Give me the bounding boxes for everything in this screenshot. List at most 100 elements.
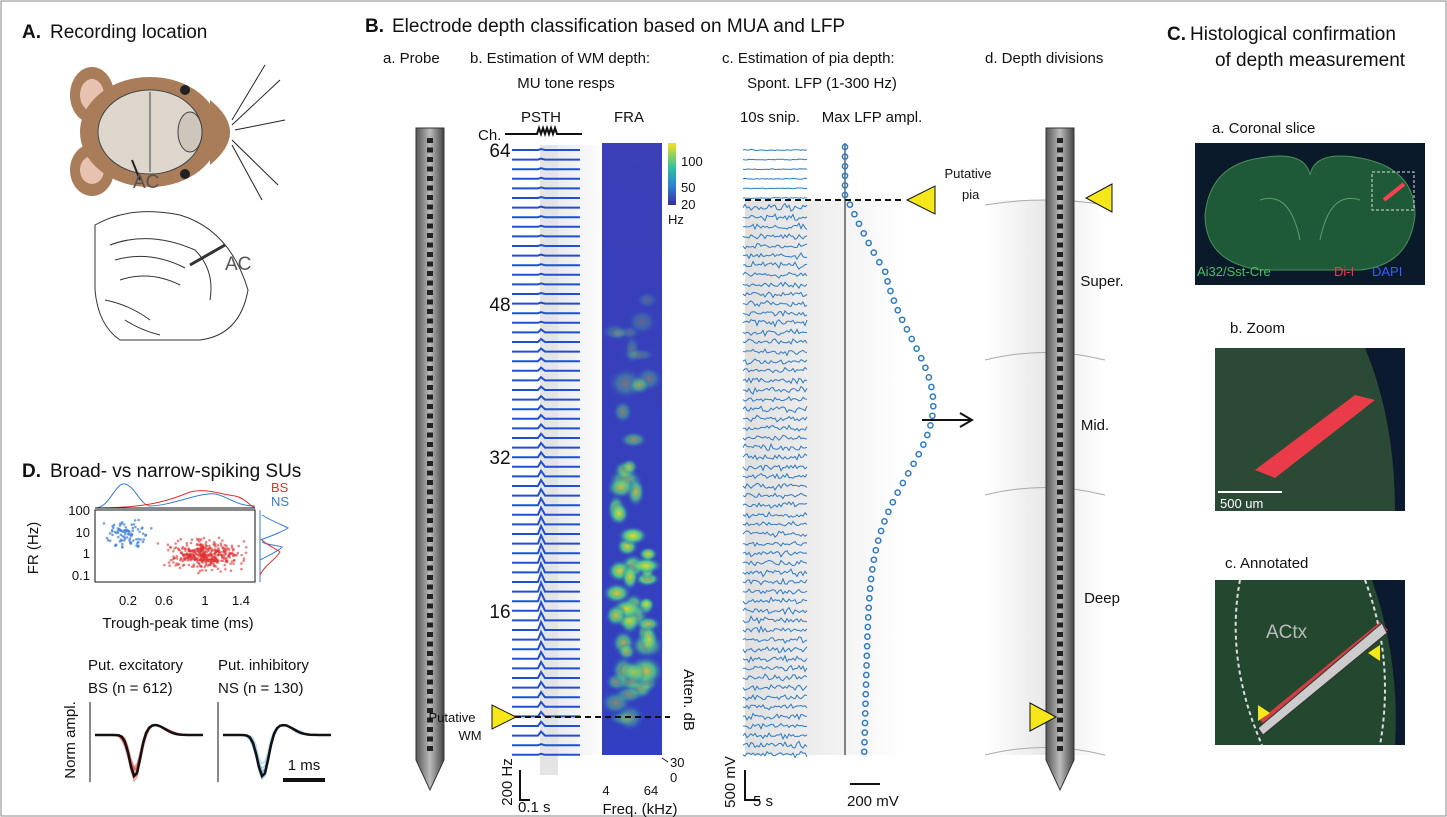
scatter-point [231, 551, 234, 555]
division-label: Deep [1084, 590, 1120, 607]
lfp-dot [865, 594, 873, 602]
scatter-point [242, 540, 246, 543]
scatter-point [142, 538, 145, 541]
lfp-trace [742, 319, 808, 328]
image-title: c. Annotated [1225, 555, 1308, 572]
marker-triangle [1029, 702, 1058, 732]
scatter-point [118, 522, 122, 526]
scatter-point [214, 560, 218, 563]
probe-site [427, 594, 433, 599]
psth-trace [512, 320, 580, 324]
scatter-point [124, 531, 127, 534]
lfp-dot [867, 575, 875, 583]
tick [661, 757, 669, 763]
scatter-point [121, 542, 124, 546]
probe-site [427, 366, 433, 371]
scatter-point [219, 559, 223, 563]
psth-trace [512, 639, 580, 651]
lfp-trace [742, 654, 808, 664]
scatter-point [219, 570, 222, 573]
fra-blob [609, 327, 628, 340]
scatter-point [190, 565, 194, 568]
panel-title: of depth measurement [1215, 50, 1406, 71]
scatter-point [230, 544, 234, 548]
probe-site [427, 318, 433, 324]
probe-site [1057, 641, 1063, 647]
scatter-point [199, 564, 202, 568]
scatter-point [212, 540, 216, 544]
lfp-dot [861, 719, 869, 727]
probe-site [1057, 356, 1063, 362]
scatter-point [227, 554, 230, 558]
panel-title: Recording location [50, 22, 207, 43]
waveform [95, 724, 203, 779]
psth-traces [512, 147, 580, 756]
lfp-trace [742, 577, 808, 586]
scatter-point [181, 545, 185, 549]
lfp-dot [870, 249, 878, 256]
scatter-point [119, 533, 123, 536]
psth-trace [512, 570, 580, 583]
lfp-dot [864, 633, 871, 640]
scatter-point [200, 554, 203, 558]
waveform [95, 723, 203, 779]
scatter-point [216, 553, 219, 557]
fra-blob [606, 476, 636, 499]
subpanel-title: d. Depth divisions [985, 50, 1103, 67]
waveform [95, 724, 203, 773]
probe-site [427, 622, 433, 628]
lfp-trace [742, 366, 808, 374]
coronal-slice-image [1195, 143, 1425, 285]
lfp-trace [742, 158, 808, 161]
image-title: a. Coronal slice [1212, 120, 1315, 137]
scale-bar [744, 770, 760, 801]
probe-site [427, 660, 433, 666]
scatter-point [204, 540, 208, 544]
lfp-dot [841, 172, 849, 180]
lfp-trace [742, 740, 808, 749]
lfp-trace [742, 625, 808, 634]
scale-label: 1 ms [288, 757, 321, 774]
scatter-point [136, 528, 140, 531]
probe-site [427, 413, 433, 419]
probe-site [1057, 565, 1063, 571]
lfp-dot [841, 153, 849, 160]
scale-label: 5 s [753, 793, 773, 810]
lfp-dot [855, 220, 863, 228]
channel-label: 16 [489, 602, 510, 623]
column-title: 10s snip. [740, 109, 800, 126]
scatter-point [197, 553, 200, 556]
psth-trace [512, 243, 580, 247]
probe-site [427, 451, 433, 457]
probe-site [1057, 147, 1063, 153]
lfp-trace [742, 395, 808, 403]
fra-blob [612, 400, 633, 424]
psth-trace [512, 147, 580, 151]
scatter-point [242, 559, 245, 563]
scatter-point [202, 536, 206, 540]
psth-trace [512, 541, 580, 555]
psth-trace [512, 609, 580, 622]
scatter-point [190, 538, 194, 541]
scatter-point [169, 545, 172, 549]
fra-blob [617, 526, 649, 546]
probe-site [427, 356, 433, 362]
scatter-point [180, 558, 183, 561]
psth-trace [512, 215, 580, 219]
lfp-dot [887, 287, 894, 295]
scatter-point [175, 555, 179, 558]
lfp-dot [862, 700, 869, 708]
fra-blob [639, 623, 659, 655]
probe-site [427, 394, 433, 400]
y-axis-label: FR (Hz) [25, 522, 42, 575]
psth-trace [512, 752, 580, 756]
scatter-point [132, 523, 136, 526]
scatter-point [192, 553, 195, 557]
probe-site [1057, 261, 1063, 267]
waveforms [95, 723, 331, 783]
psth-trace [512, 514, 580, 526]
fra-blob [638, 546, 659, 562]
probe-site [427, 717, 433, 723]
lfp-dot [923, 431, 931, 439]
psth-trace [512, 404, 580, 411]
